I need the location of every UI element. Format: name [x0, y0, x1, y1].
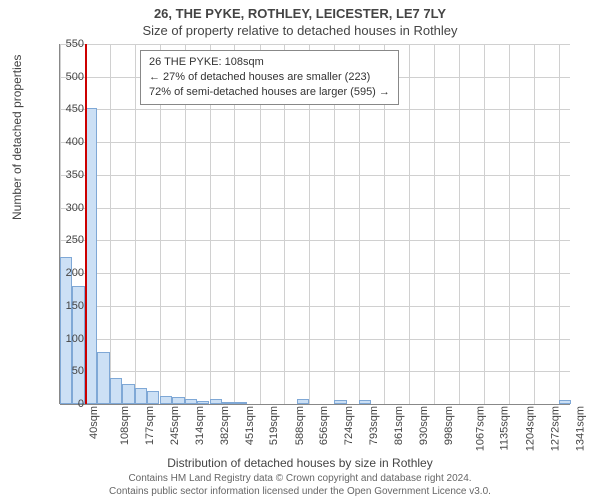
grid-line-h [60, 109, 570, 110]
x-tick-label: 451sqm [244, 406, 256, 445]
grid-line-v [534, 44, 535, 404]
x-tick-label: 108sqm [119, 406, 131, 445]
plot-area: 26 THE PYKE: 108sqm ← 27% of detached ho… [60, 44, 570, 404]
grid-line-h [60, 306, 570, 307]
x-tick-label: 998sqm [443, 406, 455, 445]
chart-container: 26, THE PYKE, ROTHLEY, LEICESTER, LE7 7L… [0, 0, 600, 500]
x-tick-label: 382sqm [219, 406, 231, 445]
x-tick-label: 656sqm [319, 406, 331, 445]
x-tick-label: 245sqm [169, 406, 181, 445]
grid-line-h [60, 339, 570, 340]
info-line-3: 72% of semi-detached houses are larger (… [149, 85, 390, 100]
x-tick-label: 1135sqm [498, 406, 510, 450]
x-axis-line [60, 404, 570, 405]
x-tick-label: 40sqm [88, 406, 100, 439]
x-tick-label: 861sqm [393, 406, 405, 445]
info-line-1: 26 THE PYKE: 108sqm [149, 55, 390, 70]
title-subtitle: Size of property relative to detached ho… [0, 21, 600, 38]
y-tick-label: 0 [54, 398, 84, 410]
x-tick-label: 724sqm [343, 406, 355, 445]
grid-line-v [135, 44, 136, 404]
x-tick-label: 519sqm [269, 406, 281, 445]
marker-line [85, 44, 87, 404]
y-tick-label: 150 [54, 300, 84, 312]
histogram-bar [160, 396, 172, 404]
grid-line-v [110, 44, 111, 404]
y-tick-label: 550 [54, 38, 84, 50]
footer: Contains HM Land Registry data © Crown c… [0, 473, 600, 498]
histogram-bar [97, 352, 109, 404]
footer-line-1: Contains HM Land Registry data © Crown c… [0, 473, 600, 486]
y-tick-label: 350 [54, 169, 84, 181]
x-tick-label: 1272sqm [549, 406, 561, 451]
x-tick-label: 314sqm [194, 406, 206, 445]
y-tick-label: 450 [54, 103, 84, 115]
footer-line-2: Contains public sector information licen… [0, 486, 600, 499]
grid-line-h [60, 371, 570, 372]
grid-line-h [60, 208, 570, 209]
histogram-bar [147, 391, 159, 404]
grid-line-v [484, 44, 485, 404]
grid-line-v [509, 44, 510, 404]
histogram-bar [122, 384, 134, 404]
grid-line-h [60, 175, 570, 176]
x-tick-label: 1067sqm [474, 406, 486, 451]
y-tick-label: 400 [54, 136, 84, 148]
title-main: 26, THE PYKE, ROTHLEY, LEICESTER, LE7 7L… [0, 0, 600, 21]
grid-line-h [60, 273, 570, 274]
x-axis-title: Distribution of detached houses by size … [0, 456, 600, 470]
y-tick-label: 300 [54, 202, 84, 214]
x-tick-label: 1204sqm [524, 406, 536, 451]
x-tick-label: 793sqm [368, 406, 380, 445]
grid-line-h [60, 44, 570, 45]
grid-line-v [459, 44, 460, 404]
y-tick-label: 50 [54, 365, 84, 377]
grid-line-v [559, 44, 560, 404]
x-tick-label: 177sqm [144, 406, 156, 445]
y-axis-line [59, 44, 60, 404]
x-tick-label: 588sqm [294, 406, 306, 445]
y-axis-title: Number of detached properties [10, 55, 24, 220]
info-box: 26 THE PYKE: 108sqm ← 27% of detached ho… [140, 50, 399, 105]
y-tick-label: 500 [54, 71, 84, 83]
grid-line-h [60, 142, 570, 143]
y-tick-label: 100 [54, 333, 84, 345]
histogram-bar [110, 378, 122, 404]
info-line-2: ← 27% of detached houses are smaller (22… [149, 70, 390, 85]
grid-line-v [434, 44, 435, 404]
y-tick-label: 200 [54, 267, 84, 279]
grid-line-h [60, 240, 570, 241]
histogram-bar [135, 388, 147, 404]
x-tick-label: 930sqm [418, 406, 430, 445]
grid-line-v [409, 44, 410, 404]
y-tick-label: 250 [54, 234, 84, 246]
x-tick-label: 1341sqm [574, 406, 586, 451]
